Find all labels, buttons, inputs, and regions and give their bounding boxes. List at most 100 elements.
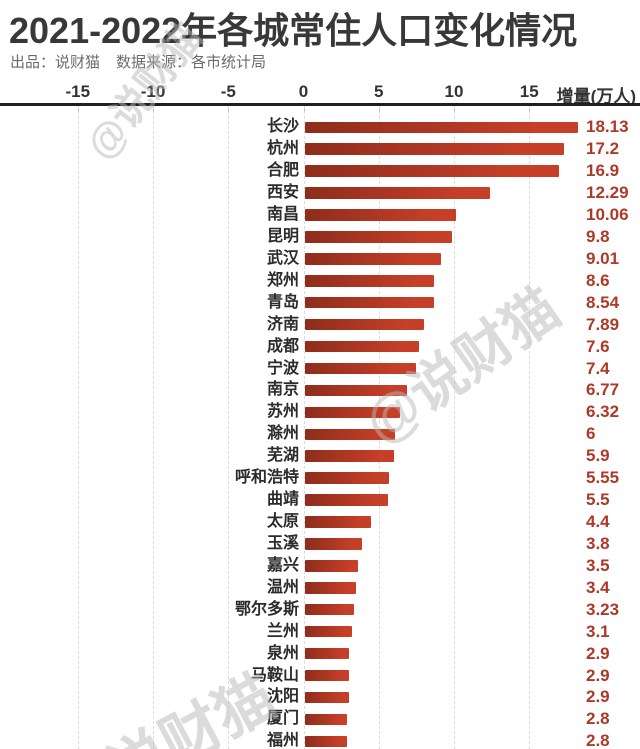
gridline (303, 106, 305, 749)
bar-row: 兰州 3.1 (0, 621, 640, 643)
gridline (228, 106, 230, 749)
producer-label: 出品：说财猫 (10, 54, 101, 71)
value-label: 5.9 (586, 446, 610, 466)
city-label: 杭州 (266, 140, 299, 158)
value-label: 2.8 (586, 709, 610, 729)
bar-row: 杭州 17.2 (0, 138, 640, 160)
city-label: 成都 (266, 337, 299, 355)
bar-row: 福州 2.8 (0, 730, 640, 749)
city-label: 沈阳 (266, 688, 299, 706)
value-bar (305, 362, 417, 375)
value-label: 17.2 (586, 139, 620, 159)
bar-row: 温州 3.4 (0, 577, 640, 599)
gridline (529, 106, 531, 749)
bar-row: 昆明 9.8 (0, 226, 640, 248)
value-label: 9.8 (586, 226, 610, 246)
bar-row: 南京 6.77 (0, 379, 640, 401)
value-label: 3.23 (586, 599, 620, 619)
value-label: 7.89 (586, 314, 620, 334)
city-label: 武汉 (266, 249, 299, 267)
gridline (77, 106, 79, 749)
bar-row: 武汉 9.01 (0, 248, 640, 270)
x-tick-label: 5 (374, 82, 384, 101)
bar-row: 青岛 8.54 (0, 292, 640, 314)
value-bar (305, 647, 349, 660)
value-bar (305, 121, 578, 133)
x-tick-label: 15 (519, 82, 539, 101)
bar-row: 成都 7.6 (0, 336, 640, 358)
city-label: 济南 (266, 315, 299, 333)
value-bar (305, 691, 349, 704)
value-label: 5.5 (586, 490, 610, 510)
value-bar (305, 296, 434, 309)
bar-row: 宁波 7.4 (0, 358, 640, 380)
value-label: 5.55 (586, 468, 620, 488)
data-source-label: 数据来源：各市统计局 (116, 54, 267, 71)
city-label: 芜湖 (266, 447, 299, 465)
x-tick-label: -10 (140, 82, 166, 101)
city-label: 兰州 (266, 622, 299, 640)
value-bar (305, 669, 349, 682)
x-tick-label: 0 (298, 82, 309, 101)
bar-row: 芜湖 5.9 (0, 445, 640, 467)
value-label: 8.6 (586, 270, 610, 290)
value-bar (305, 187, 490, 199)
value-label: 7.4 (586, 358, 610, 378)
value-label: 10.06 (586, 205, 629, 225)
value-bar (305, 713, 348, 726)
bar-row: 曲靖 5.5 (0, 489, 640, 511)
value-bar (305, 231, 453, 243)
city-label: 南昌 (266, 206, 299, 224)
bar-row: 马鞍山 2.9 (0, 665, 640, 687)
bar-row: 滁州 6 (0, 423, 640, 445)
bar-row: 鄂尔多斯 3.23 (0, 599, 640, 621)
value-bar (305, 275, 435, 287)
value-bar (305, 406, 401, 419)
x-axis-unit-label: 增量(万人) (556, 87, 636, 106)
city-label: 郑州 (266, 271, 299, 289)
value-label: 8.54 (586, 292, 620, 312)
value-label: 9.01 (586, 248, 620, 268)
value-bar (305, 516, 372, 528)
bar-row: 长沙 18.13 (0, 116, 640, 138)
bar-row: 呼和浩特 5.55 (0, 467, 640, 489)
x-tick-label: -5 (220, 82, 236, 101)
city-label: 厦门 (266, 710, 299, 728)
city-label: 温州 (266, 578, 299, 596)
gridline (153, 106, 154, 749)
bar-row: 合肥 16.9 (0, 160, 640, 182)
value-bar (305, 318, 424, 331)
city-label: 宁波 (266, 359, 299, 377)
city-label: 呼和浩特 (234, 469, 299, 487)
bar-row: 西安 12.29 (0, 182, 640, 204)
city-label: 青岛 (266, 293, 299, 311)
value-bar (305, 384, 407, 397)
value-bar (305, 165, 560, 177)
value-bar (305, 560, 358, 572)
x-axis-line (0, 103, 640, 106)
value-label: 3.8 (586, 533, 610, 553)
value-label: 6.32 (586, 402, 620, 422)
value-bar (305, 472, 389, 484)
value-bar (305, 450, 394, 462)
city-label: 合肥 (266, 162, 299, 180)
city-label: 南京 (266, 381, 299, 399)
bar-row: 南昌 10.06 (0, 204, 640, 226)
city-label: 玉溪 (266, 534, 299, 552)
value-label: 3.4 (586, 577, 610, 597)
gridline (454, 106, 455, 749)
bar-row: 玉溪 3.8 (0, 533, 640, 555)
x-tick-label: -15 (65, 82, 91, 101)
bar-row: 沈阳 2.9 (0, 686, 640, 708)
city-label: 马鞍山 (250, 666, 299, 684)
value-bar (305, 538, 363, 550)
value-bar (305, 603, 354, 616)
city-label: 苏州 (266, 403, 299, 421)
value-bar (305, 735, 348, 748)
value-bar (305, 494, 388, 506)
city-label: 福州 (266, 732, 299, 749)
city-label: 滁州 (266, 425, 299, 443)
bar-row: 苏州 6.32 (0, 401, 640, 423)
city-label: 长沙 (266, 118, 299, 136)
